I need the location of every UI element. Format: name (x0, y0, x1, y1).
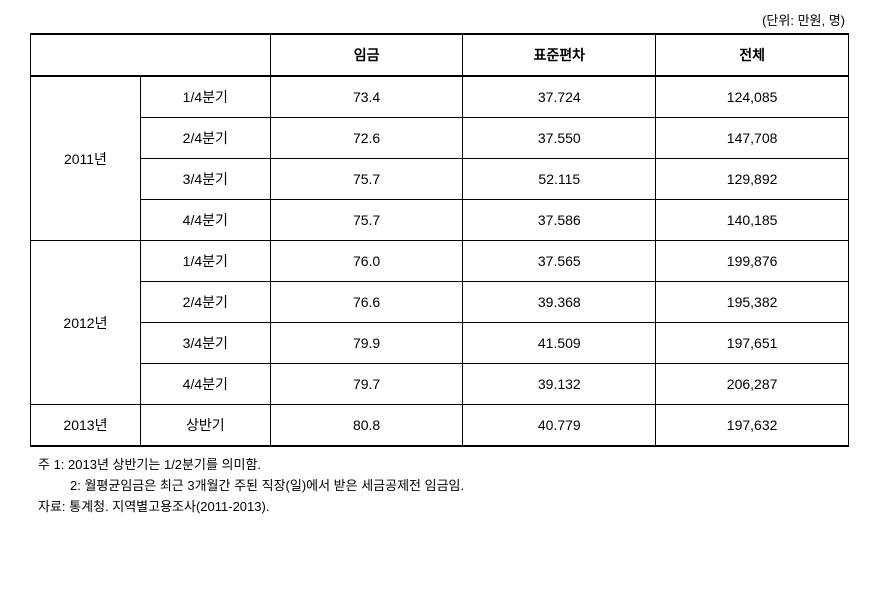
total-cell: 199,876 (656, 241, 849, 282)
stddev-cell: 37.586 (463, 200, 656, 241)
unit-label: (단위: 만원, 명) (30, 10, 849, 29)
total-cell: 140,185 (656, 200, 849, 241)
wage-cell: 80.8 (270, 405, 463, 447)
total-cell: 129,892 (656, 159, 849, 200)
quarter-cell: 4/4분기 (140, 200, 270, 241)
table-row: 2011년 1/4분기 73.4 37.724 124,085 (31, 76, 849, 118)
table-row: 4/4분기 75.7 37.586 140,185 (31, 200, 849, 241)
stddev-cell: 39.132 (463, 364, 656, 405)
footnote-source: 자료: 통계청. 지역별고용조사(2011-2013). (30, 497, 849, 518)
stddev-cell: 41.509 (463, 323, 656, 364)
year-cell: 2013년 (31, 405, 141, 447)
total-cell: 195,382 (656, 282, 849, 323)
wage-cell: 75.7 (270, 200, 463, 241)
table-row: 2012년 1/4분기 76.0 37.565 199,876 (31, 241, 849, 282)
header-total: 전체 (656, 34, 849, 76)
header-blank (31, 34, 271, 76)
stddev-cell: 52.115 (463, 159, 656, 200)
wage-cell: 79.9 (270, 323, 463, 364)
table-header-row: 임금 표준편차 전체 (31, 34, 849, 76)
wage-cell: 72.6 (270, 118, 463, 159)
stddev-cell: 37.565 (463, 241, 656, 282)
quarter-cell: 2/4분기 (140, 282, 270, 323)
header-wage: 임금 (270, 34, 463, 76)
quarter-cell: 1/4분기 (140, 241, 270, 282)
footnote-2: 2: 월평균임금은 최근 3개월간 주된 직장(일)에서 받은 세금공제전 임금… (30, 476, 849, 497)
total-cell: 197,651 (656, 323, 849, 364)
wage-cell: 76.6 (270, 282, 463, 323)
stddev-cell: 37.550 (463, 118, 656, 159)
total-cell: 206,287 (656, 364, 849, 405)
table-body: 2011년 1/4분기 73.4 37.724 124,085 2/4분기 72… (31, 76, 849, 446)
table-row: 3/4분기 79.9 41.509 197,651 (31, 323, 849, 364)
quarter-cell: 4/4분기 (140, 364, 270, 405)
stddev-cell: 40.779 (463, 405, 656, 447)
stddev-cell: 37.724 (463, 76, 656, 118)
total-cell: 147,708 (656, 118, 849, 159)
wage-cell: 76.0 (270, 241, 463, 282)
quarter-cell: 3/4분기 (140, 159, 270, 200)
stddev-cell: 39.368 (463, 282, 656, 323)
quarter-cell: 상반기 (140, 405, 270, 447)
footnote-1: 주 1: 2013년 상반기는 1/2분기를 의미함. (30, 455, 849, 476)
quarter-cell: 3/4분기 (140, 323, 270, 364)
table-row: 2/4분기 72.6 37.550 147,708 (31, 118, 849, 159)
header-stddev: 표준편차 (463, 34, 656, 76)
quarter-cell: 1/4분기 (140, 76, 270, 118)
year-cell: 2011년 (31, 76, 141, 241)
year-cell: 2012년 (31, 241, 141, 405)
total-cell: 124,085 (656, 76, 849, 118)
wage-cell: 73.4 (270, 76, 463, 118)
footnotes: 주 1: 2013년 상반기는 1/2분기를 의미함. 2: 월평균임금은 최근… (30, 455, 849, 517)
wage-cell: 79.7 (270, 364, 463, 405)
table-row: 3/4분기 75.7 52.115 129,892 (31, 159, 849, 200)
wage-table: 임금 표준편차 전체 2011년 1/4분기 73.4 37.724 124,0… (30, 33, 849, 447)
quarter-cell: 2/4분기 (140, 118, 270, 159)
table-row: 4/4분기 79.7 39.132 206,287 (31, 364, 849, 405)
wage-cell: 75.7 (270, 159, 463, 200)
table-row: 2013년 상반기 80.8 40.779 197,632 (31, 405, 849, 447)
total-cell: 197,632 (656, 405, 849, 447)
table-row: 2/4분기 76.6 39.368 195,382 (31, 282, 849, 323)
